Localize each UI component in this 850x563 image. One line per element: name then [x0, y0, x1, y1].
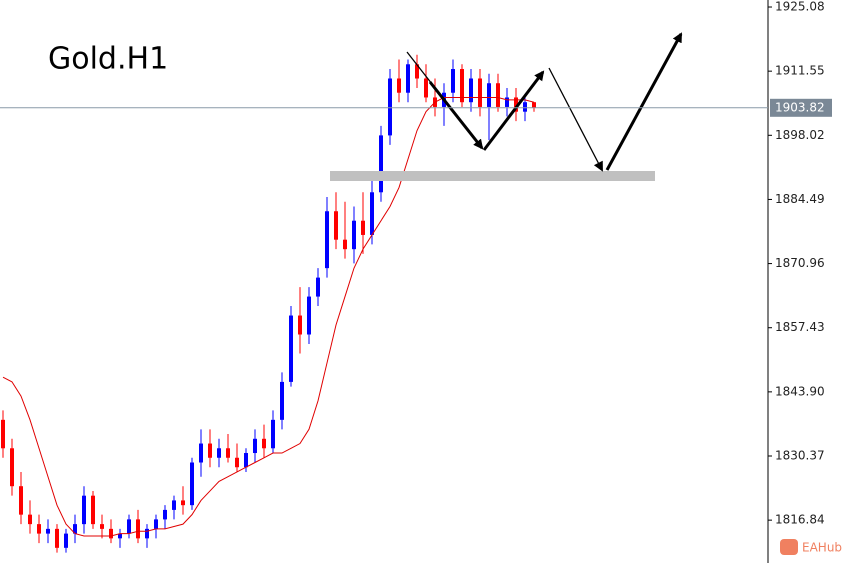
candle-body — [181, 500, 185, 506]
plot-area — [1, 54, 536, 553]
y-tick-label: 1925.08 — [775, 0, 825, 14]
candle-body — [154, 519, 158, 529]
candle-body — [109, 528, 113, 539]
moving-average — [2, 96, 535, 537]
candle-body — [343, 239, 347, 250]
candle-body — [190, 462, 194, 506]
candle-body — [136, 519, 140, 539]
candle-body — [325, 211, 329, 269]
candle-body — [226, 448, 230, 458]
candle-body — [199, 443, 203, 463]
candle-body — [298, 315, 302, 335]
candle-body — [487, 83, 491, 107]
watermark-icon — [780, 539, 798, 555]
candle-body — [73, 524, 77, 534]
candle-body — [307, 296, 311, 335]
y-tick-label: 1830.37 — [775, 449, 825, 463]
candle-body — [415, 64, 419, 79]
candle-body — [352, 220, 356, 250]
candle-body — [100, 524, 104, 529]
candle-body — [46, 528, 50, 534]
arrow — [605, 32, 683, 171]
candle-body — [37, 524, 41, 534]
chart-title: Gold.H1 — [48, 42, 168, 77]
candle-body — [82, 495, 86, 525]
candle-body — [424, 78, 428, 98]
candle-body — [172, 500, 176, 510]
current-price-label: 1903.82 — [775, 100, 825, 114]
candle-body — [316, 277, 320, 297]
y-tick-label: 1911.55 — [775, 64, 825, 78]
candle-body — [262, 438, 266, 449]
y-tick-label: 1870.96 — [775, 256, 825, 270]
candle-body — [10, 448, 14, 487]
candle-body — [118, 533, 122, 539]
candle-body — [514, 97, 518, 112]
candle-body — [19, 486, 23, 515]
y-tick-label: 1857.43 — [775, 320, 825, 334]
candle-body — [334, 211, 338, 240]
arrow — [406, 51, 433, 85]
candle-body — [523, 102, 527, 112]
candle-body — [397, 78, 401, 93]
current-price-box — [770, 98, 832, 117]
y-tick-label: 1884.49 — [775, 192, 825, 206]
candle-body — [469, 78, 473, 103]
arrow — [548, 67, 603, 172]
candle-body — [271, 419, 275, 449]
candle-body — [244, 453, 248, 468]
candle-body — [460, 69, 464, 103]
candle-body — [532, 102, 536, 108]
y-tick-label: 1816.84 — [775, 513, 825, 527]
candle-body — [55, 528, 59, 548]
y-tick-label: 1843.90 — [775, 384, 825, 398]
watermark: EAHub — [780, 539, 842, 555]
candle-body — [505, 97, 509, 107]
candle-body — [478, 78, 482, 107]
candle-body — [370, 192, 374, 235]
candle-body — [496, 83, 500, 107]
candle-body — [208, 443, 212, 458]
candle-body — [127, 519, 131, 534]
candle-body — [235, 457, 239, 468]
candle-body — [217, 448, 221, 458]
candle-body — [406, 64, 410, 93]
candle-body — [379, 135, 383, 193]
arrow — [428, 81, 484, 150]
candle-body — [451, 69, 455, 93]
candle-body — [280, 381, 284, 420]
candle-body — [163, 509, 167, 520]
y-tick-label: 1898.02 — [775, 128, 825, 142]
candle-body — [64, 533, 68, 548]
candle-body — [1, 419, 5, 449]
arrow — [482, 70, 545, 151]
candle-body — [253, 438, 257, 454]
candle-body — [145, 528, 149, 539]
candle-body — [28, 514, 32, 525]
arrows — [428, 32, 683, 171]
support-zone — [330, 171, 655, 181]
watermark-text: EAHub — [802, 541, 842, 555]
candle-body — [361, 220, 365, 235]
candle-body — [388, 78, 392, 136]
candle-body — [91, 495, 95, 525]
candle-body — [289, 315, 293, 382]
thin-arrows — [406, 51, 603, 172]
